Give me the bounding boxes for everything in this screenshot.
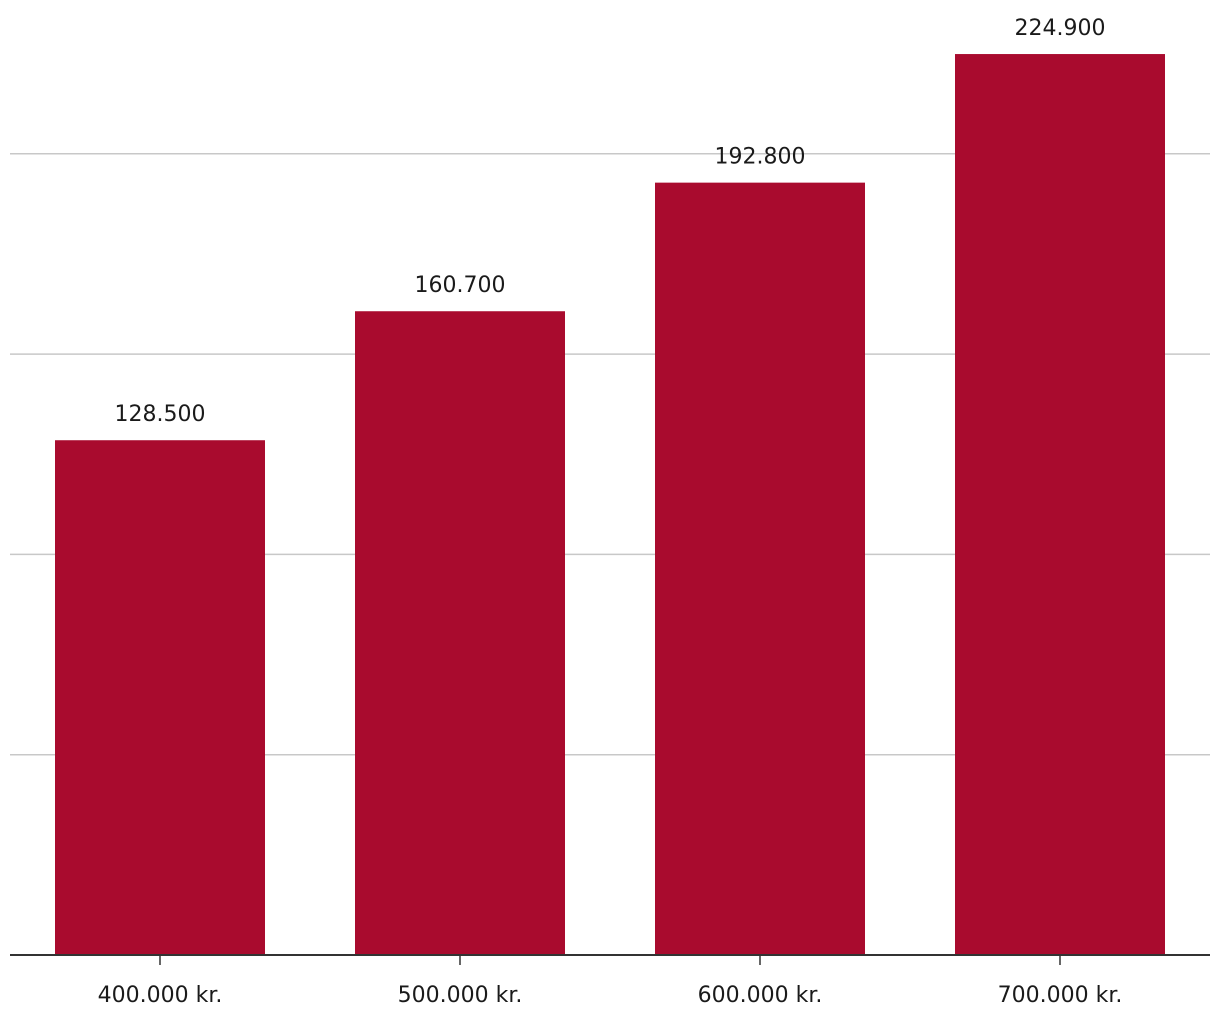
data-label-2: 192.800 xyxy=(715,145,806,170)
data-label-3: 224.900 xyxy=(1015,16,1106,41)
bar-3 xyxy=(955,54,1165,955)
x-tick-label-0: 400.000 kr. xyxy=(98,983,223,1008)
data-labels: 128.500 160.700 192.800 224.900 xyxy=(115,16,1106,427)
bar-0 xyxy=(55,440,265,955)
x-axis: 400.000 kr. 500.000 kr. 600.000 kr. 700.000… xyxy=(10,954,1210,1008)
x-tick-label-3: 700.000 kr. xyxy=(998,983,1123,1008)
bar-2 xyxy=(655,182,865,956)
data-label-0: 128.500 xyxy=(115,402,206,427)
bar-1 xyxy=(355,311,565,955)
x-tick-label-1: 500.000 kr. xyxy=(398,983,523,1008)
x-tick-label-2: 600.000 kr. xyxy=(698,983,823,1008)
data-label-1: 160.700 xyxy=(415,273,506,298)
bars xyxy=(55,54,1165,956)
